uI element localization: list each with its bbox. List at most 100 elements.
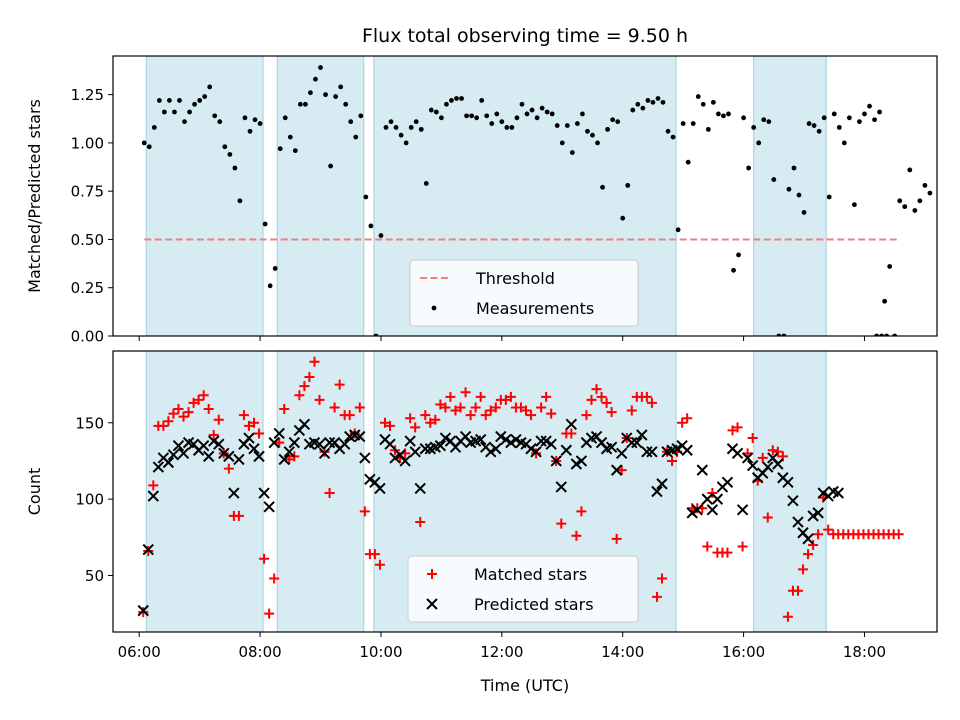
data-point (571, 530, 582, 541)
data-point (812, 507, 824, 519)
data-point (565, 418, 578, 431)
data-point (178, 411, 189, 422)
data-point (415, 517, 426, 528)
data-point (279, 404, 290, 415)
data-point (313, 76, 318, 82)
data-point (691, 504, 703, 516)
data-point (425, 417, 436, 428)
data-point (379, 417, 390, 428)
data-point (641, 391, 652, 402)
series-cross (137, 418, 844, 617)
data-point (197, 439, 210, 452)
data-point (651, 485, 663, 498)
data-point (590, 132, 595, 138)
data-point (344, 410, 355, 421)
data-point (585, 128, 590, 134)
data-point (701, 493, 714, 505)
data-point (510, 433, 522, 446)
data-point (151, 125, 157, 130)
data-point (727, 425, 738, 436)
data-point (741, 115, 746, 121)
data-point (610, 464, 623, 476)
data-point (469, 113, 475, 119)
data-point (681, 444, 693, 456)
data-point (369, 549, 380, 560)
data-point (359, 506, 370, 517)
data-point (479, 98, 485, 103)
data-point (368, 223, 374, 229)
data-point (167, 449, 180, 461)
data-point (741, 452, 754, 464)
data-point (309, 356, 320, 367)
data-point (384, 438, 396, 450)
data-point (581, 410, 592, 421)
data-point (269, 573, 280, 584)
data-point (877, 109, 882, 115)
data-point (383, 125, 389, 130)
data-point (297, 101, 303, 107)
data-point (606, 407, 617, 418)
data-point (405, 413, 416, 424)
data-point (505, 391, 516, 402)
data-point (505, 436, 517, 449)
legend-item: Threshold (420, 269, 555, 288)
data-point (524, 111, 530, 117)
data-point (500, 433, 512, 446)
data-point (182, 119, 187, 125)
data-point (807, 510, 819, 522)
data-point (268, 436, 280, 449)
data-point (259, 553, 270, 564)
data-point (419, 443, 431, 455)
data-point (237, 198, 243, 204)
data-point (283, 446, 295, 458)
data-point (746, 459, 759, 472)
data-point (559, 140, 565, 146)
data-point (525, 443, 537, 455)
data-point (212, 113, 218, 119)
data-point (323, 92, 328, 98)
data-point (308, 90, 313, 96)
data-point (393, 125, 399, 130)
data-point (630, 107, 636, 113)
data-point (867, 103, 872, 109)
data-point (616, 465, 627, 476)
data-point (464, 113, 469, 119)
data-point (631, 436, 643, 449)
data-point (439, 432, 452, 444)
data-point (686, 507, 698, 519)
data-point (485, 405, 496, 416)
data-point (233, 453, 245, 466)
data-point (343, 101, 349, 107)
data-point (521, 405, 532, 416)
data-point (162, 456, 175, 469)
data-point (514, 115, 520, 121)
data-point (596, 391, 607, 402)
data-point (851, 202, 857, 208)
data-point (626, 436, 638, 449)
data-point (635, 101, 641, 107)
data-point (364, 473, 376, 485)
series-dot (141, 65, 933, 336)
data-point (917, 198, 923, 204)
legend-label: Measurements (476, 299, 594, 318)
data-point (378, 233, 384, 238)
data-point (267, 283, 273, 289)
data-point (656, 573, 667, 584)
data-point (611, 533, 622, 544)
chart-panel-2: 50 100 150 06:00 08:00 10:00 12:00 14:00 16:00 18… (25, 350, 938, 695)
data-point (539, 105, 545, 111)
data-point (615, 119, 621, 125)
data-point (700, 101, 706, 107)
data-point (534, 115, 540, 121)
data-point (519, 101, 525, 107)
legend-label: Matched stars (474, 565, 587, 584)
data-point (806, 121, 812, 126)
data-point (243, 432, 255, 444)
data-point (450, 405, 461, 416)
data-point (480, 410, 491, 421)
data-point (862, 111, 867, 117)
data-point (811, 123, 817, 128)
data-point (535, 435, 547, 447)
legend-label: Threshold (475, 269, 555, 288)
data-point (313, 438, 326, 450)
